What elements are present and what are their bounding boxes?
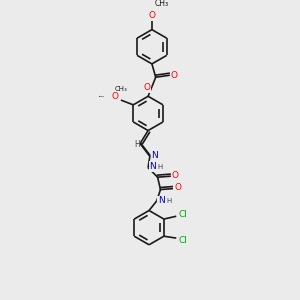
Text: H: H: [134, 140, 140, 149]
Text: H: H: [158, 164, 163, 170]
Text: methoxy: methoxy: [99, 96, 105, 97]
Text: O: O: [148, 11, 155, 20]
Text: Cl: Cl: [178, 210, 188, 219]
Text: methoxy: methoxy: [99, 96, 105, 97]
Text: H: H: [166, 198, 171, 204]
Text: N: N: [158, 196, 165, 206]
Text: CH₃: CH₃: [155, 0, 169, 8]
Text: Cl: Cl: [178, 236, 188, 244]
Text: CH₃: CH₃: [115, 86, 127, 92]
Text: O: O: [144, 83, 151, 92]
Text: O: O: [170, 71, 177, 80]
Text: O: O: [171, 171, 178, 180]
Text: N: N: [149, 162, 156, 171]
Text: O: O: [112, 92, 119, 101]
Text: N: N: [152, 151, 158, 160]
Text: O: O: [174, 183, 181, 192]
